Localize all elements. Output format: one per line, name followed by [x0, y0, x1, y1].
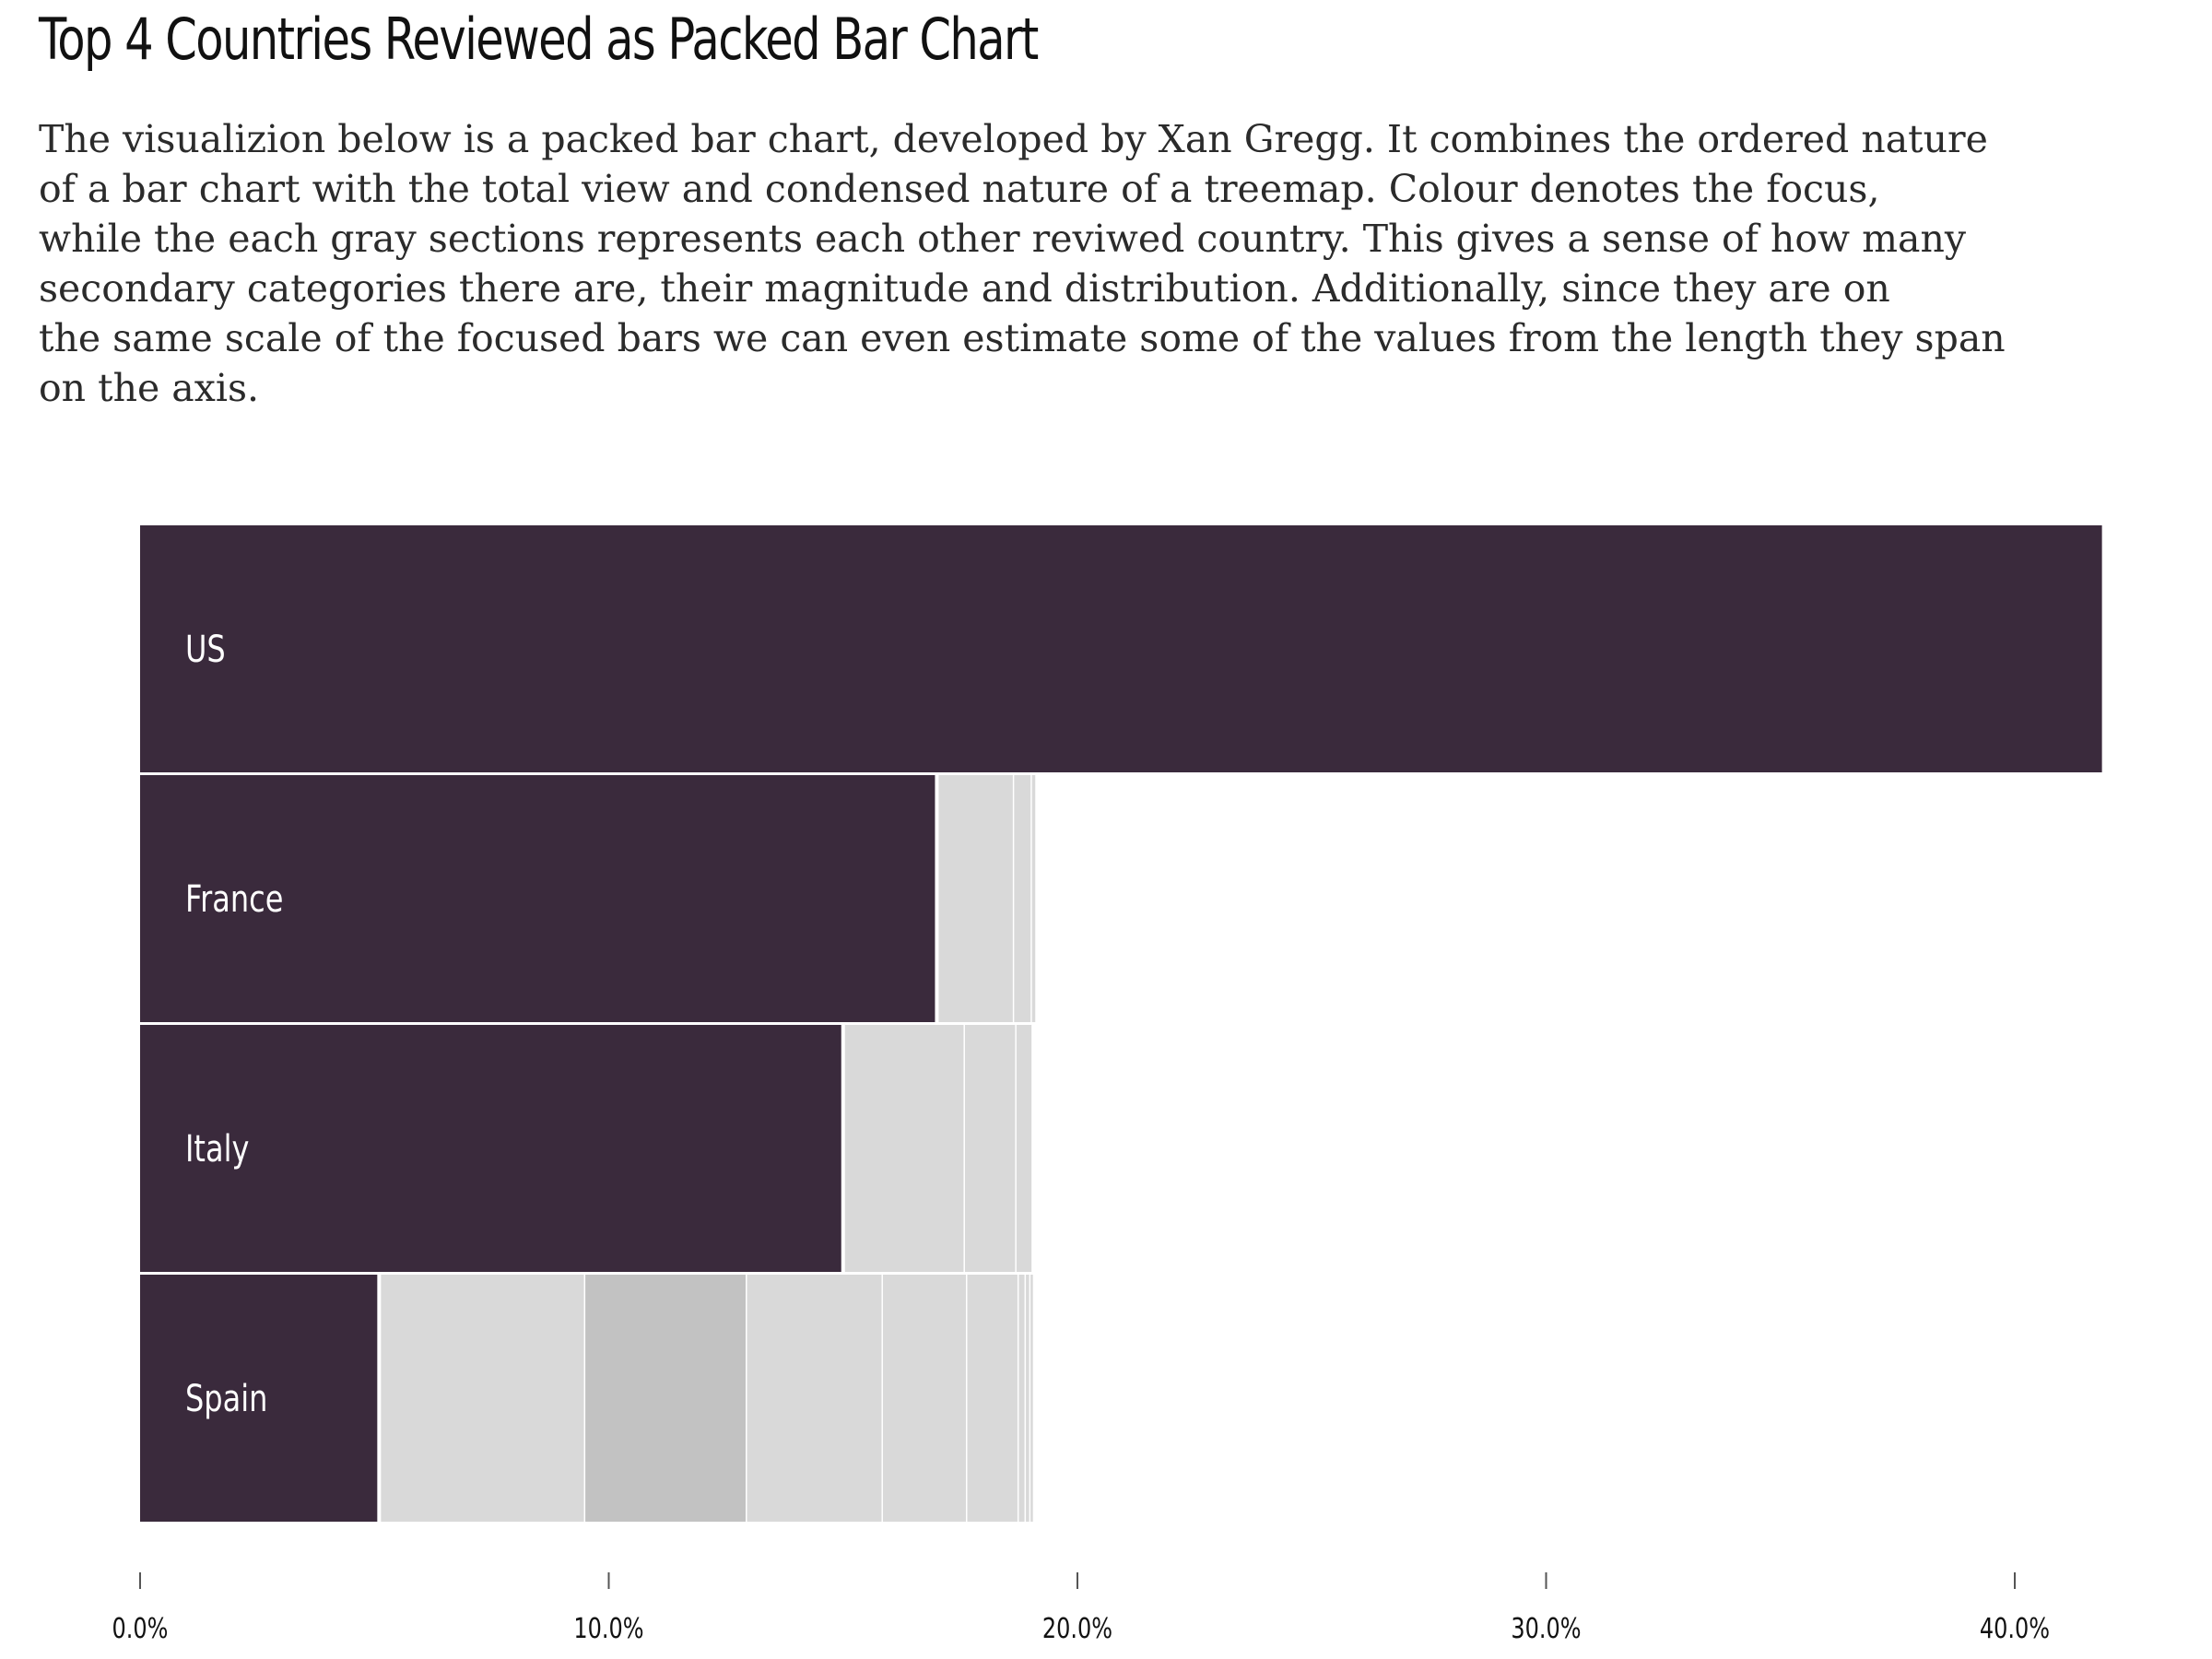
bar-label-italy: Italy [185, 1126, 249, 1170]
secondary-segment-france-2 [1014, 775, 1032, 1022]
secondary-segment-italy-3 [1016, 1025, 1033, 1272]
secondary-segment-spain-5 [967, 1275, 1019, 1522]
x-tick-label: 0.0% [112, 1613, 169, 1644]
secondary-segment-spain-7 [1026, 1275, 1031, 1522]
secondary-segment-italy-1 [842, 1025, 965, 1272]
x-tick-label: 40.0% [1980, 1613, 2050, 1644]
bar-label-spain: Spain [185, 1376, 267, 1419]
bars-layer [140, 525, 2106, 1522]
x-tick-label: 20.0% [1042, 1613, 1112, 1644]
bar-italy [140, 1025, 843, 1272]
bar-us [140, 525, 2104, 772]
bar-spain [140, 1275, 380, 1522]
secondary-segment-spain-4 [882, 1275, 968, 1522]
secondary-segment-spain-1 [379, 1275, 586, 1522]
secondary-segment-spain-6 [1018, 1275, 1027, 1522]
chart-title: Top 4 Countries Reviewed as Packed Bar C… [39, 6, 1039, 73]
chart-subtitle: The visualizion below is a packed bar ch… [39, 117, 2006, 410]
x-axis: 0.0% 10.0% 20.0% 30.0% 40.0% [112, 1572, 2050, 1645]
bar-labels-layer: US France Italy Spain [185, 627, 283, 1419]
secondary-segment-spain-3 [747, 1275, 883, 1522]
bar-label-us: US [185, 627, 226, 670]
bar-france [140, 775, 937, 1022]
x-tick-label: 10.0% [573, 1613, 643, 1644]
x-tick-label: 30.0% [1511, 1613, 1581, 1644]
secondary-segment-spain-8 [1030, 1275, 1035, 1522]
secondary-segment-italy-2 [964, 1025, 1017, 1272]
bar-label-france: France [185, 877, 283, 920]
secondary-segment-spain-2 [585, 1275, 747, 1522]
secondary-segment-france-3 [1031, 775, 1037, 1022]
secondary-segment-france-1 [936, 775, 1015, 1022]
